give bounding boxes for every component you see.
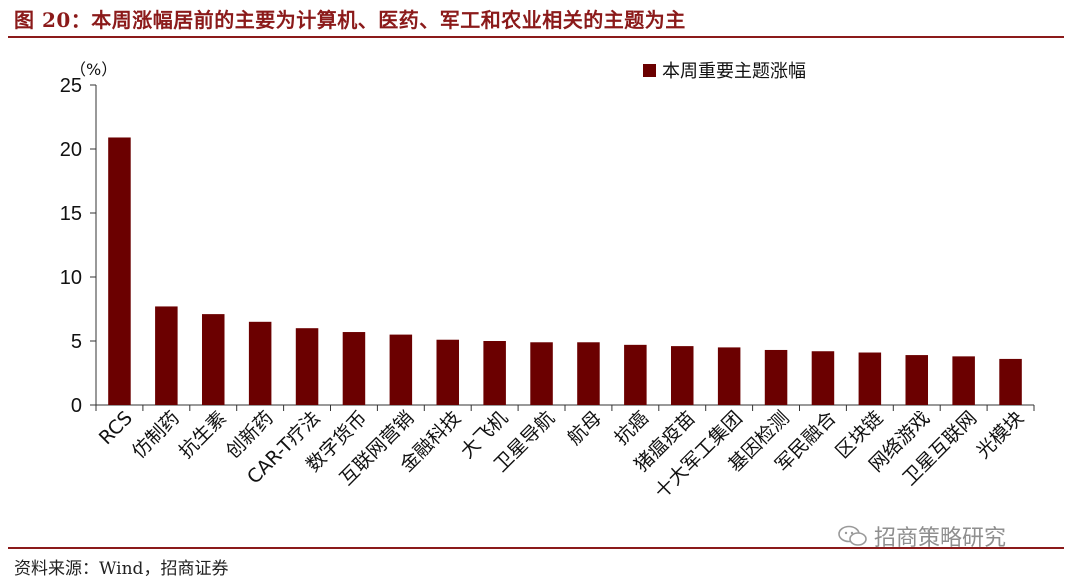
bar bbox=[108, 137, 131, 406]
x-tick-label: RCS bbox=[95, 407, 137, 449]
bar bbox=[248, 321, 272, 405]
bar bbox=[811, 351, 835, 405]
bar bbox=[717, 347, 741, 405]
watermark-text: 招商策略研究 bbox=[874, 526, 1007, 551]
bar bbox=[577, 342, 600, 405]
chart-legend: 本周重要主题涨幅 bbox=[643, 57, 806, 83]
bar bbox=[530, 342, 553, 405]
wechat-icon bbox=[838, 525, 867, 546]
bar bbox=[999, 358, 1022, 405]
x-tick-label: 航母 bbox=[564, 407, 606, 449]
bar bbox=[764, 349, 788, 405]
y-tick-label: 5 bbox=[71, 331, 82, 353]
x-tick-label: 抗生素 bbox=[175, 407, 231, 463]
bar bbox=[342, 332, 366, 405]
bar bbox=[155, 306, 178, 405]
x-tick-label: 光模块 bbox=[972, 407, 1028, 463]
watermark: 招商策略研究 bbox=[838, 520, 1006, 552]
bar bbox=[670, 346, 694, 405]
bar bbox=[952, 356, 975, 405]
source-note: 资料来源：Wind，招商证券 bbox=[14, 559, 229, 579]
y-tick-label: 25 bbox=[60, 75, 82, 97]
y-tick-label: 20 bbox=[60, 139, 82, 161]
legend-swatch bbox=[643, 63, 656, 77]
bar-chart: 0510152025RCS仿制药抗生素创新药CAR-T疗法数字货币互联网营销金融… bbox=[60, 75, 1035, 503]
title-rule bbox=[8, 36, 1064, 38]
bar bbox=[436, 339, 460, 405]
y-tick-label: 10 bbox=[60, 267, 82, 289]
bar bbox=[483, 341, 506, 405]
figure-title: 图 20：本周涨幅居前的主要为计算机、医药、军工和农业相关的主题为主 bbox=[14, 8, 686, 32]
bar bbox=[624, 344, 647, 405]
y-tick-label: 0 bbox=[71, 395, 82, 417]
x-tick-label: 抗癌 bbox=[610, 407, 652, 449]
bar bbox=[905, 355, 929, 405]
legend-label: 本周重要主题涨幅 bbox=[662, 61, 806, 82]
bar bbox=[389, 334, 413, 405]
footer-rule bbox=[8, 547, 1064, 549]
bar bbox=[858, 352, 882, 405]
x-tick-label: 仿制药 bbox=[128, 407, 184, 463]
y-axis-unit: （%） bbox=[70, 60, 118, 79]
bar bbox=[295, 328, 319, 405]
bar bbox=[201, 314, 225, 405]
y-tick-label: 15 bbox=[60, 203, 82, 225]
